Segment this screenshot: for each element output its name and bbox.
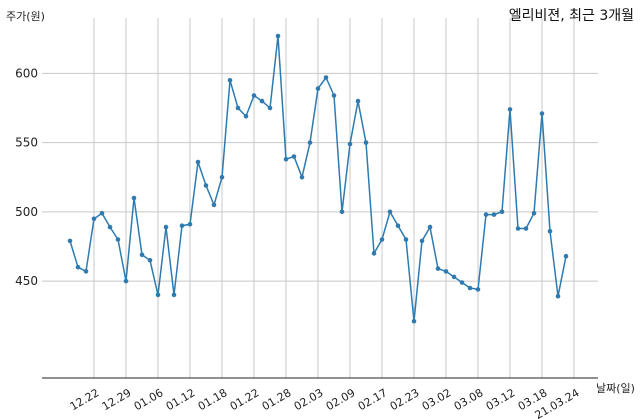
data-point-41 [395,223,401,228]
data-point-55 [507,107,513,112]
x-tick-label-6: 01.28 [260,386,294,413]
data-point-38 [371,251,377,256]
data-point-37 [363,140,369,145]
data-point-12 [163,224,169,230]
x-tick-label-9: 02.17 [356,386,390,413]
data-point-62 [563,253,569,259]
x-tick-label-8: 02.09 [324,386,358,413]
x-tick-label-7: 02.03 [292,386,326,413]
data-point-44 [419,238,425,244]
data-point-5 [107,224,113,230]
data-point-40 [387,209,393,215]
data-point-16 [195,159,201,165]
data-point-58 [531,210,537,216]
data-points [67,33,569,324]
data-point-2 [83,269,89,274]
data-point-24 [259,98,265,104]
data-point-13 [171,292,177,298]
data-point-42 [403,237,409,242]
x-tick-label-3: 01.12 [164,386,198,413]
y-tick-labels: 450 500 550 600 [15,66,38,288]
data-point-61 [555,294,561,299]
data-point-15 [187,222,193,227]
data-point-34 [339,209,345,215]
data-point-17 [203,183,209,188]
data-point-49 [459,280,465,285]
data-point-4 [99,210,105,216]
data-point-59 [539,111,545,116]
data-point-25 [267,105,273,111]
data-point-3 [91,216,97,222]
data-point-33 [331,93,337,98]
data-point-31 [315,86,321,91]
data-point-11 [155,292,161,298]
data-point-54 [499,209,505,215]
data-point-29 [299,174,305,180]
data-point-19 [219,174,225,180]
data-point-48 [451,274,457,280]
data-point-45 [427,224,433,230]
data-point-20 [227,78,233,83]
x-tick-label-0: 12.22 [68,386,102,413]
data-point-36 [355,98,361,104]
y-tick-label-1: 500 [15,205,38,219]
data-point-10 [147,258,153,263]
y-tick-label-0: 450 [15,274,38,288]
x-axis-label: 날짜(일) [596,381,635,395]
x-tick-label-1: 12.29 [100,386,134,413]
data-point-18 [211,202,217,208]
x-tick-label-13: 03.12 [484,386,518,413]
data-point-27 [283,156,289,162]
data-point-52 [483,212,489,217]
data-point-22 [243,114,249,119]
data-point-7 [123,278,129,284]
y-tick-label-2: 550 [15,136,38,150]
data-point-51 [475,287,481,292]
data-point-1 [75,264,81,270]
data-point-8 [131,195,137,201]
data-point-60 [547,228,553,234]
data-point-43 [411,318,417,324]
data-point-53 [491,212,497,217]
data-point-46 [435,266,441,271]
data-point-56 [515,226,521,231]
x-tick-labels: 12.2212.2901.0601.1201.1801.2201.2802.03… [68,386,582,419]
data-point-28 [291,154,297,159]
x-tick-label-11: 03.02 [420,386,454,413]
x-tick-label-2: 01.06 [132,386,166,413]
data-point-30 [307,140,313,145]
data-point-47 [443,269,449,274]
data-point-39 [379,237,385,242]
y-tick-label-3: 600 [15,66,38,80]
data-point-9 [139,252,145,258]
grid [42,18,598,378]
data-point-6 [115,237,121,242]
data-point-26 [275,33,281,39]
x-tick-label-4: 01.18 [196,386,230,413]
x-tick-label-12: 03.08 [452,386,486,413]
data-point-0 [67,238,73,244]
data-point-21 [235,105,241,111]
data-point-57 [523,226,529,231]
x-tick-label-10: 02.23 [388,386,422,413]
data-point-32 [323,75,329,80]
x-tick-label-5: 01.22 [228,386,262,413]
chart-title: 엘리비젼, 최근 3개월 [509,8,634,24]
y-axis-label: 주가(원) [6,10,45,23]
data-point-23 [251,93,257,98]
data-point-35 [347,141,353,147]
data-point-14 [179,223,185,228]
data-point-50 [467,285,473,291]
